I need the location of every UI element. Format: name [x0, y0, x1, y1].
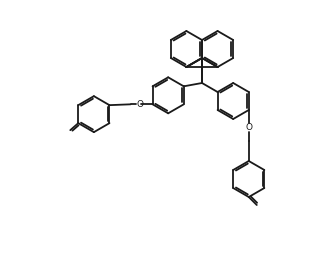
Text: O: O: [136, 100, 143, 109]
Text: O: O: [245, 122, 252, 132]
